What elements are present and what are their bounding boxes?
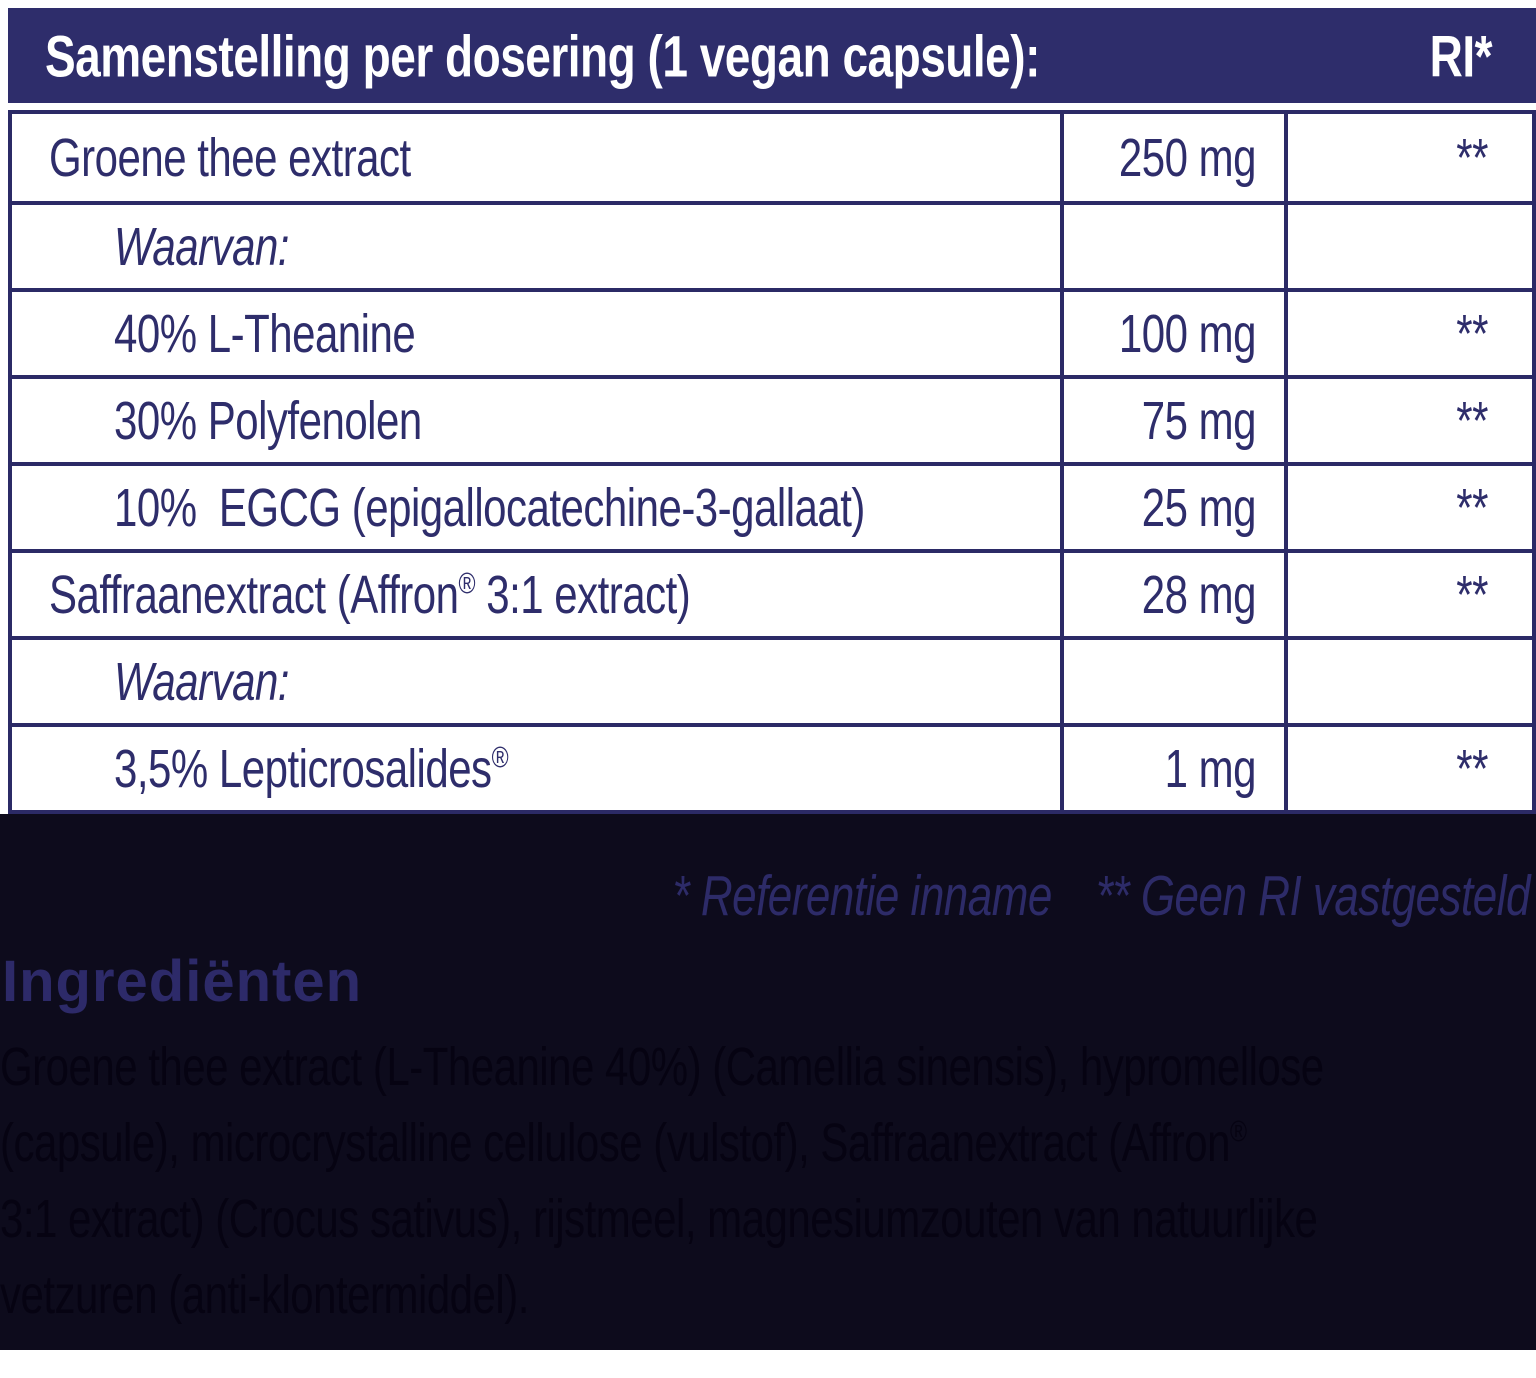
ingredients-line: (capsule), microcrystalline cellulose (v… [0,1112,1247,1173]
supplement-facts-panel: Samenstelling per dosering (1 vegan caps… [8,8,1536,814]
ingredient-cell: Waarvan: [114,650,289,711]
ri-cell: ** [1284,114,1532,201]
ri-cell: ** [1284,727,1532,810]
ingredient-cell: 40% L-Theanine [114,302,416,363]
ri-cell: ** [1284,466,1532,549]
ingredients-line: 3:1 extract) (Crocus sativus), rijstmeel… [0,1188,1318,1249]
ri-cell [1284,640,1532,723]
ri-cell [1284,205,1532,288]
ingredients-line: Groene thee extract (L-Theanine 40%) (Ca… [0,1036,1324,1097]
ingredients-paragraph: Groene thee extract (L-Theanine 40%) (Ca… [0,1029,1536,1333]
table-title: Samenstelling per dosering (1 vegan caps… [45,22,1040,89]
ingredient-cell: Groene thee extract [49,126,411,187]
ingredients-line: vetzuren (anti-klontermiddel). [0,1264,529,1325]
amount-cell: 100 mg [1060,292,1284,375]
ingredients-section: * Referentie inname ** Geen RI vastgeste… [0,814,1536,1350]
amount-cell: 25 mg [1060,466,1284,549]
ingredient-cell: 10% EGCG (epigallocatechine-3-gallaat) [114,476,865,537]
ri-cell: ** [1284,553,1532,636]
table-row: Waarvan: [12,636,1532,723]
ingredient-cell: Waarvan: [114,215,289,276]
footnote-reference-intake: * Referentie inname [672,865,1052,928]
table-row: 3,5% Lepticrosalides® 1 mg ** [12,723,1532,810]
ingredient-cell: Saffraanextract (Affron® 3:1 extract) [49,563,691,624]
amount-cell: 1 mg [1060,727,1284,810]
table-row: 30% Polyfenolen 75 mg ** [12,375,1532,462]
amount-cell [1060,205,1284,288]
footnote-no-ri: ** Geen RI vastgesteld [1095,865,1531,928]
ri-column-header: RI* [1429,22,1493,89]
ri-cell: ** [1284,379,1532,462]
amount-cell: 28 mg [1060,553,1284,636]
amount-cell: 250 mg [1060,114,1284,201]
ingredient-cell: 3,5% Lepticrosalides® [114,737,509,798]
table-row: Groene thee extract 250 mg ** [12,114,1532,201]
ri-cell: ** [1284,292,1532,375]
ingredients-heading: Ingrediënten [2,949,363,1014]
table-row: Waarvan: [12,201,1532,288]
amount-cell: 75 mg [1060,379,1284,462]
composition-table: Groene thee extract 250 mg ** Waarvan: 4… [8,110,1536,814]
table-row: 10% EGCG (epigallocatechine-3-gallaat) 2… [12,462,1532,549]
table-header-bar: Samenstelling per dosering (1 vegan caps… [8,8,1536,103]
table-row: 40% L-Theanine 100 mg ** [12,288,1532,375]
footnote-row: * Referentie inname ** Geen RI vastgeste… [0,814,1536,928]
amount-cell [1060,640,1284,723]
table-row: Saffraanextract (Affron® 3:1 extract) 28… [12,549,1532,636]
ingredient-cell: 30% Polyfenolen [114,389,422,450]
